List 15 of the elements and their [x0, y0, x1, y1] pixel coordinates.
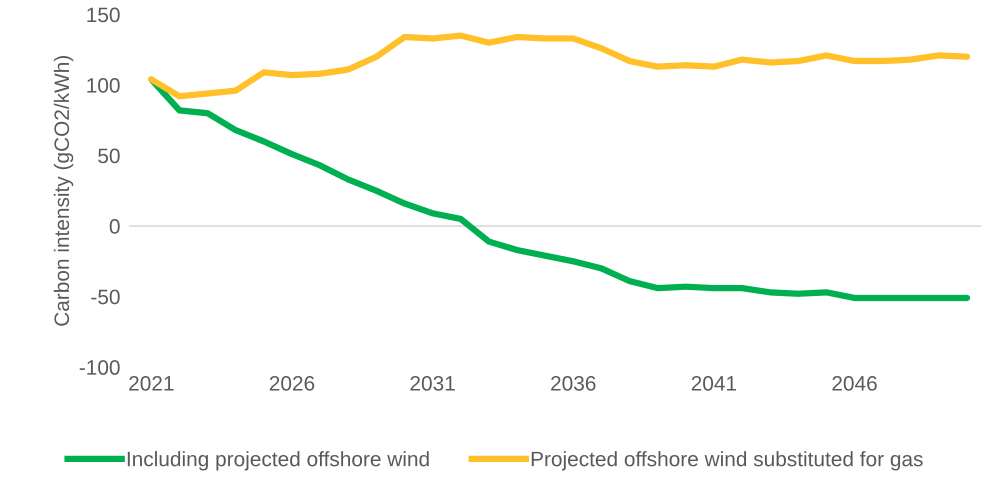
legend-label: Including projected offshore wind	[128, 451, 429, 470]
y-tick-label: -50	[91, 290, 120, 304]
y-tick-label: 50	[98, 148, 120, 164]
y-tick-label: 0	[110, 219, 120, 234]
y-tick-label: 150	[87, 7, 120, 22]
x-tick-label: 2041	[692, 376, 736, 391]
x-tick-label: 2026	[270, 376, 314, 391]
x-tick-label: 2046	[832, 376, 877, 391]
y-axis-title: Carbon intensity (gCO2/kWh)	[54, 56, 74, 326]
y-tick-label: 100	[87, 78, 120, 93]
x-tick-label: 2021	[129, 376, 174, 391]
legend-label: Projected offshore wind substituted for gas	[532, 451, 923, 470]
x-tick-label: 2036	[551, 376, 596, 391]
x-tick-label: 2031	[410, 376, 455, 391]
y-tick-label: -100	[80, 360, 120, 375]
